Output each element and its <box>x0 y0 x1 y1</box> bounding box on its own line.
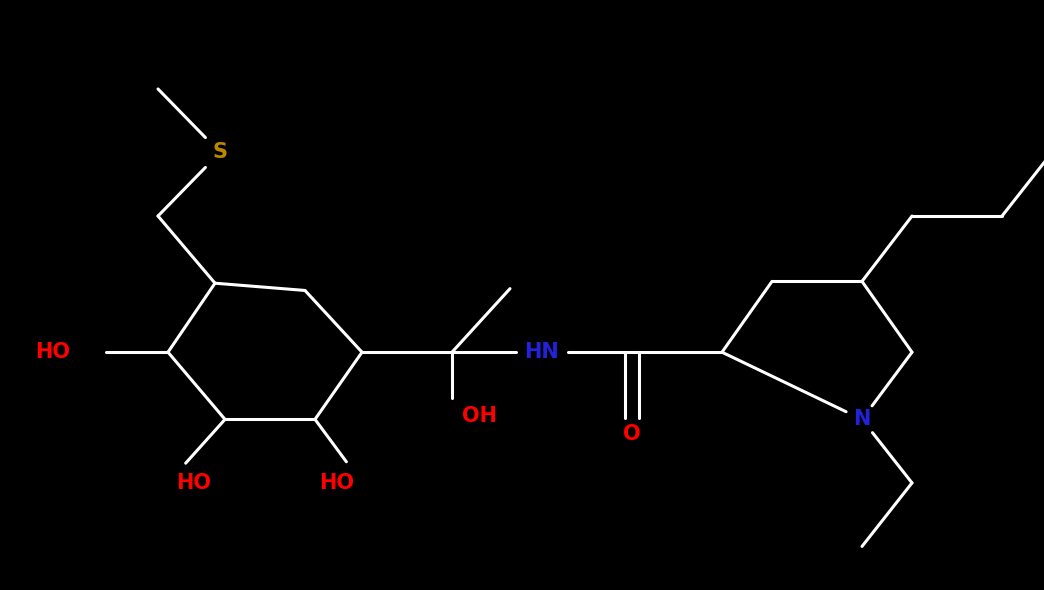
Text: HO: HO <box>176 473 211 493</box>
Text: S: S <box>213 143 228 162</box>
Text: OH: OH <box>462 406 497 426</box>
Text: HN: HN <box>525 342 560 362</box>
Text: HO: HO <box>319 473 354 493</box>
Text: N: N <box>853 409 871 430</box>
Text: O: O <box>623 424 641 444</box>
Text: HO: HO <box>35 342 70 362</box>
